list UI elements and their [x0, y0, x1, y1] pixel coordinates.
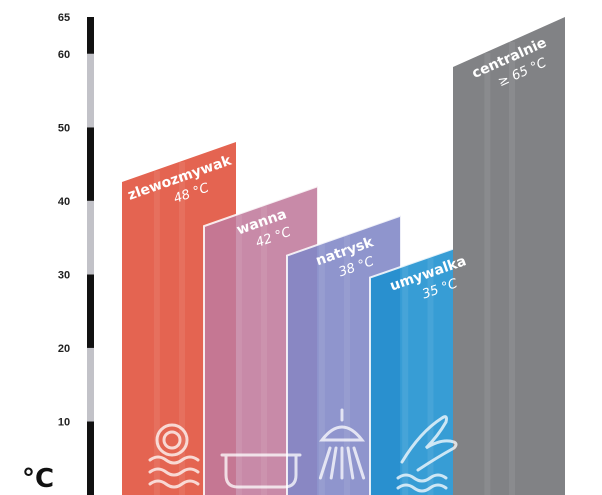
axis-band — [87, 200, 94, 275]
bar-sheen — [235, 214, 242, 495]
y-tick-label: 50 — [58, 122, 70, 134]
axis-band — [87, 127, 94, 201]
bar-sheen — [484, 53, 491, 495]
bar-sheen — [344, 235, 350, 495]
axis-band — [87, 421, 94, 495]
shower-icon — [318, 408, 366, 480]
bar-centralnie — [453, 17, 565, 495]
bar-sheen — [153, 170, 160, 495]
hand-washing-icon — [396, 415, 458, 493]
y-tick-label: 65 — [58, 12, 70, 24]
axis-band — [87, 274, 94, 348]
y-tick-labels: 10 20 30 40 50 60 65 — [58, 12, 70, 428]
bar-sheen — [179, 162, 185, 495]
dishes-icon — [148, 423, 200, 489]
bar-icons — [148, 408, 458, 493]
y-tick-label: 30 — [58, 269, 70, 281]
y-tick-label: 20 — [58, 343, 70, 355]
y-tick-label: 10 — [58, 416, 70, 428]
y-axis — [87, 17, 94, 495]
bars — [122, 17, 565, 495]
bar-sheen — [427, 257, 434, 495]
bar-sheen — [318, 244, 325, 495]
y-tick-label: 40 — [58, 196, 70, 208]
axis-band — [87, 17, 94, 54]
bar-sheen — [509, 42, 515, 495]
bathtub-icon — [220, 453, 302, 489]
y-axis-unit: °C — [22, 464, 54, 494]
axis-band — [87, 53, 94, 128]
y-tick-label: 60 — [58, 49, 70, 61]
bar-sheen — [261, 206, 267, 495]
axis-band — [87, 347, 94, 422]
bar-sheen — [402, 266, 409, 495]
